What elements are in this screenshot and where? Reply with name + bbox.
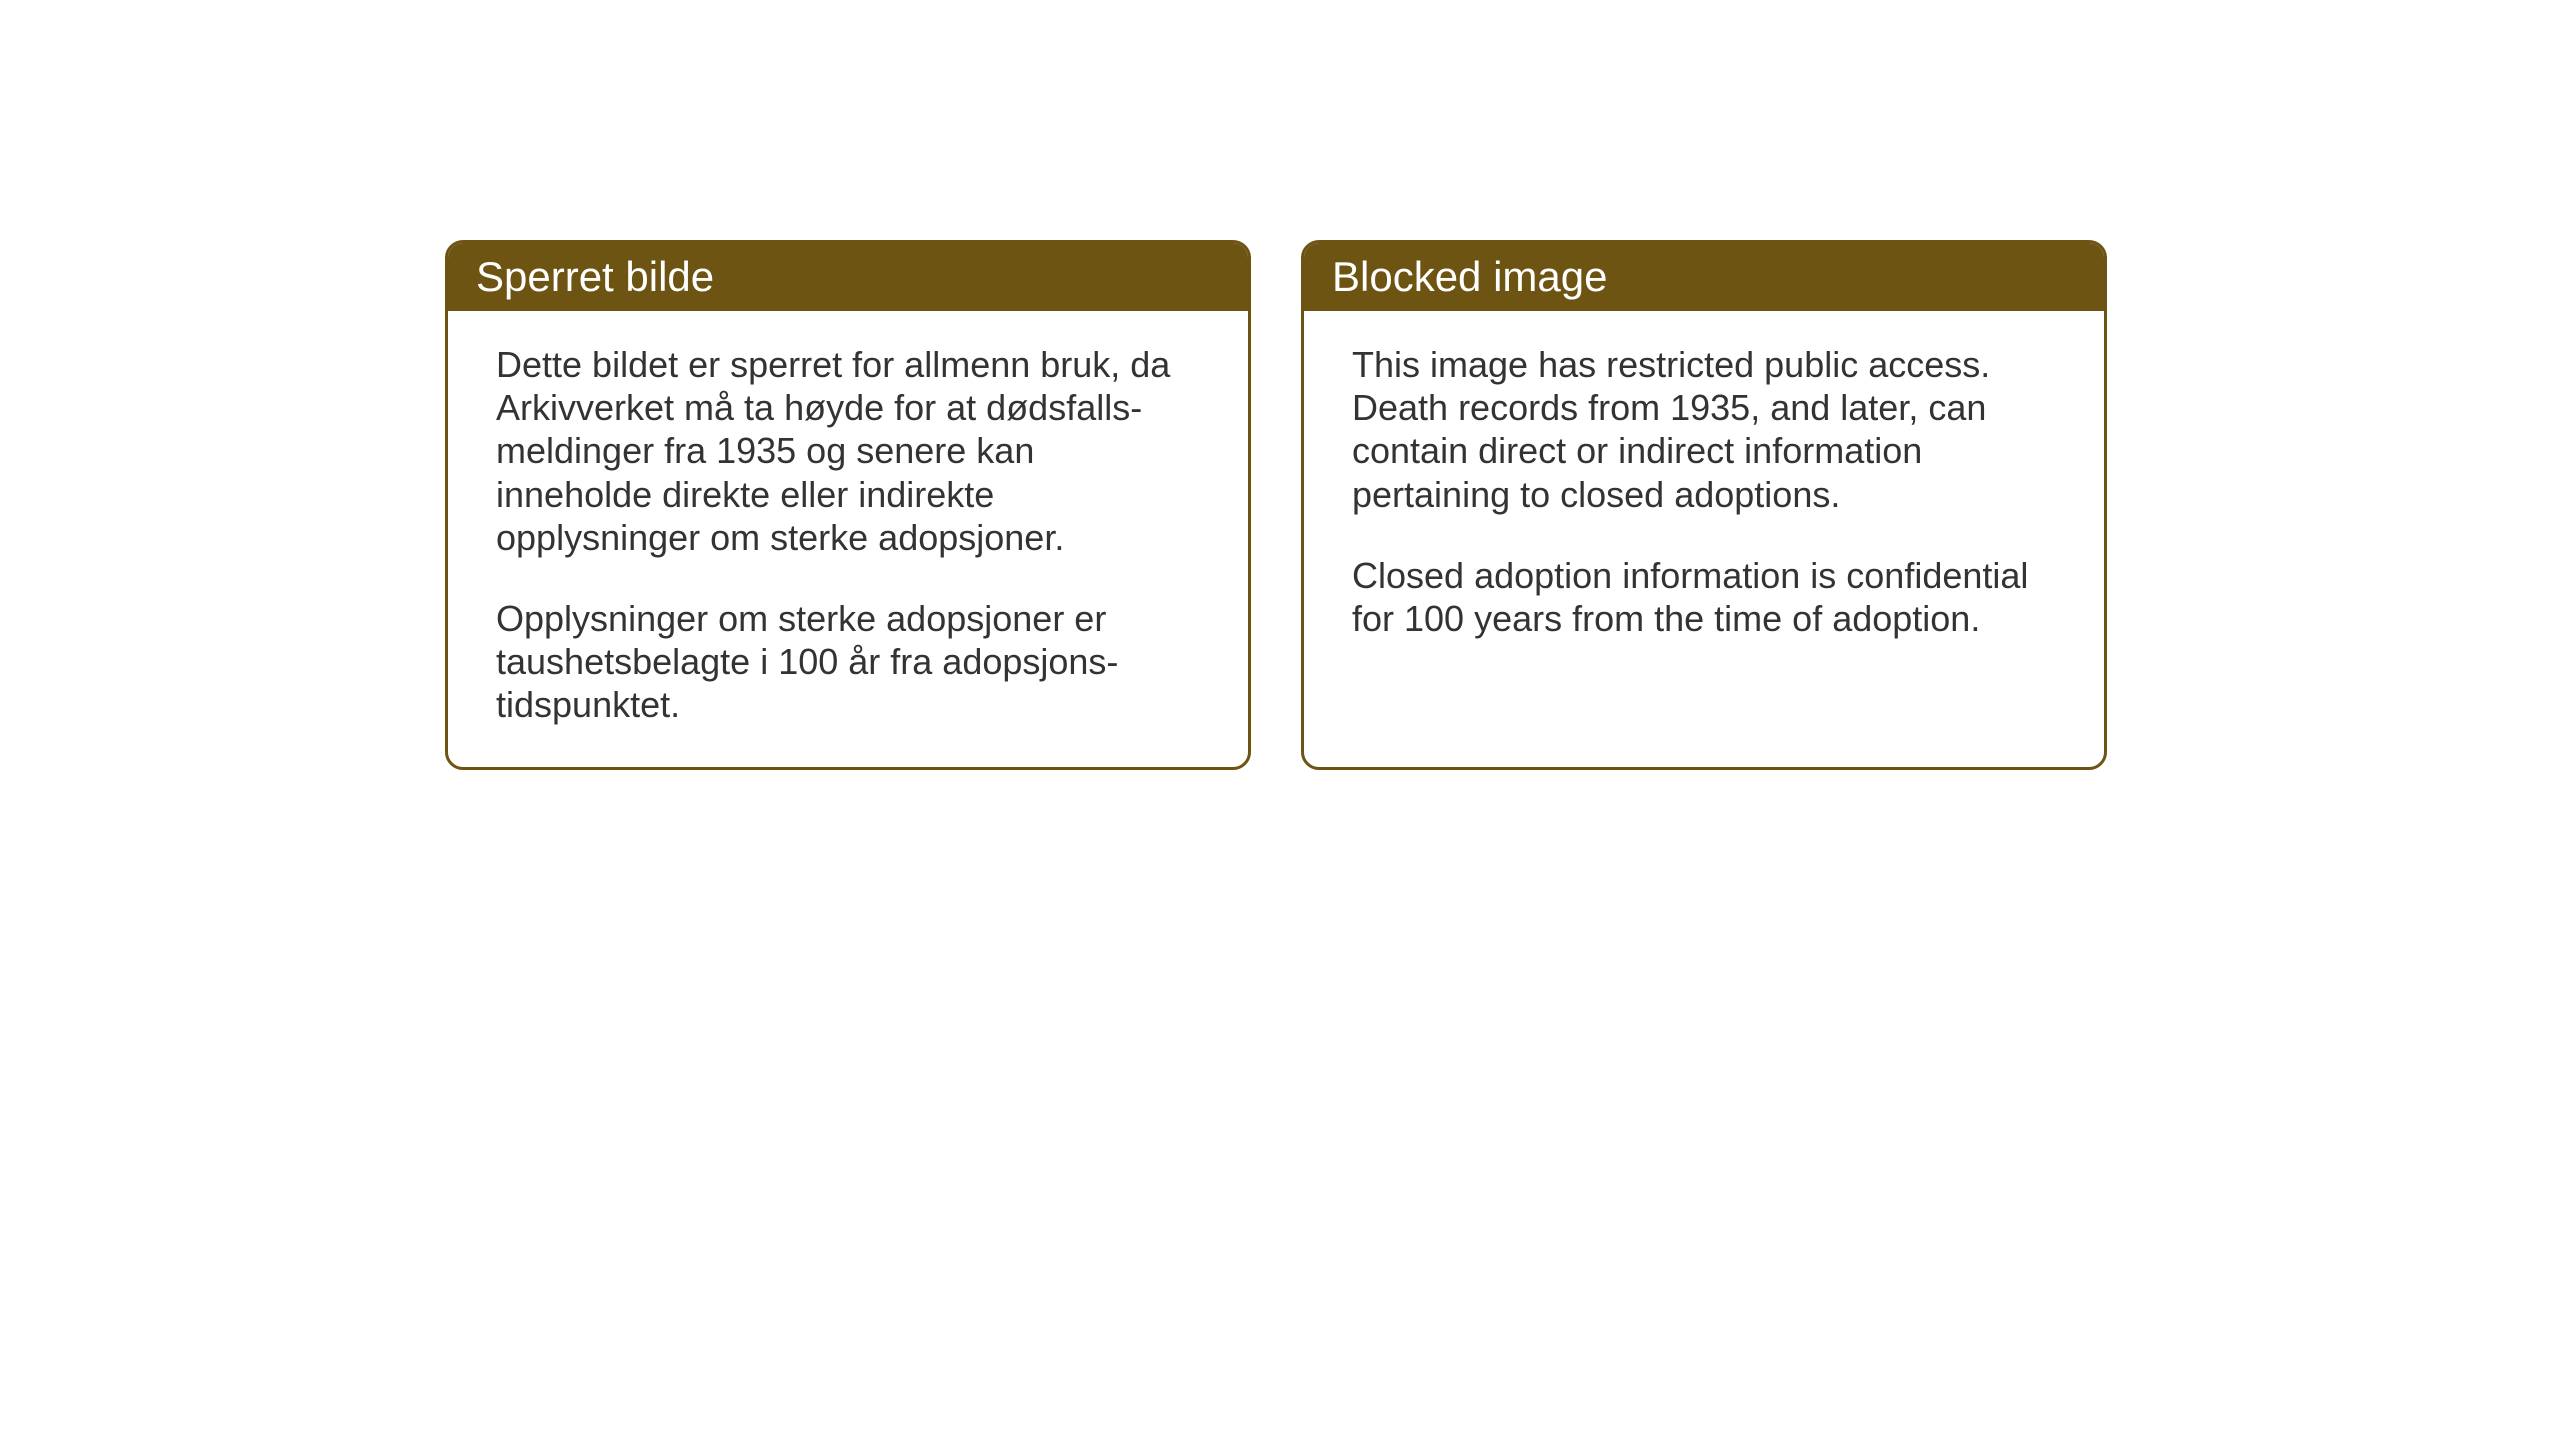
cards-container: Sperret bilde Dette bildet er sperret fo… xyxy=(445,240,2107,770)
norwegian-card-body: Dette bildet er sperret for allmenn bruk… xyxy=(448,311,1248,767)
english-paragraph-1: This image has restricted public access.… xyxy=(1352,343,2056,516)
norwegian-card: Sperret bilde Dette bildet er sperret fo… xyxy=(445,240,1251,770)
english-card-title: Blocked image xyxy=(1304,243,2104,311)
english-card: Blocked image This image has restricted … xyxy=(1301,240,2107,770)
english-card-body: This image has restricted public access.… xyxy=(1304,311,2104,680)
english-paragraph-2: Closed adoption information is confident… xyxy=(1352,554,2056,640)
norwegian-paragraph-1: Dette bildet er sperret for allmenn bruk… xyxy=(496,343,1200,559)
norwegian-card-title: Sperret bilde xyxy=(448,243,1248,311)
norwegian-paragraph-2: Opplysninger om sterke adopsjoner er tau… xyxy=(496,597,1200,727)
